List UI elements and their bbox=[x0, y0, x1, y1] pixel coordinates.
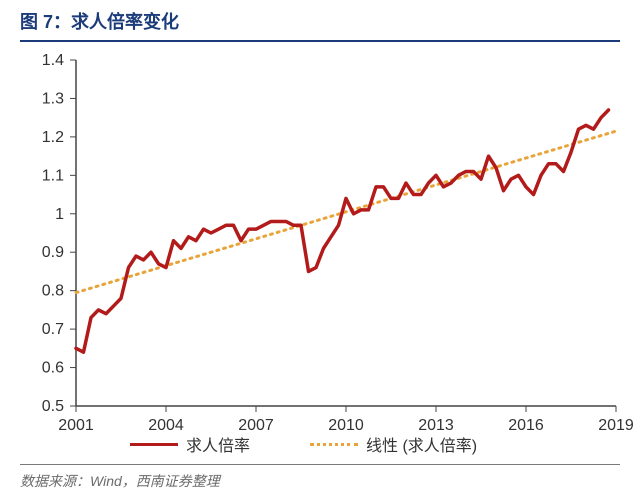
chart-plot: 0.50.60.70.80.911.11.21.31.4200120042007… bbox=[0, 0, 640, 436]
figure-container: 图 7：求人倍率变化 0.50.60.70.80.911.11.21.31.42… bbox=[0, 0, 640, 503]
svg-text:0.9: 0.9 bbox=[42, 244, 64, 261]
legend-swatch-trend bbox=[310, 443, 358, 446]
chart-legend: 求人倍率 线性 (求人倍率) bbox=[130, 432, 477, 456]
svg-text:1.2: 1.2 bbox=[42, 129, 64, 146]
svg-text:0.6: 0.6 bbox=[42, 360, 64, 377]
legend-label-trend: 线性 (求人倍率) bbox=[366, 432, 477, 456]
svg-text:2001: 2001 bbox=[58, 417, 94, 434]
svg-text:0.7: 0.7 bbox=[42, 321, 64, 338]
svg-text:2019: 2019 bbox=[598, 417, 634, 434]
legend-swatch-main bbox=[130, 443, 178, 446]
svg-text:1.3: 1.3 bbox=[42, 90, 64, 107]
figure-source: 数据来源：Wind，西南证券整理 bbox=[20, 464, 620, 491]
svg-text:0.8: 0.8 bbox=[42, 283, 64, 300]
legend-item-trend: 线性 (求人倍率) bbox=[310, 432, 477, 456]
legend-label-main: 求人倍率 bbox=[186, 432, 250, 456]
svg-text:1.4: 1.4 bbox=[42, 52, 64, 69]
svg-text:1: 1 bbox=[55, 206, 64, 223]
svg-text:1.1: 1.1 bbox=[42, 167, 64, 184]
svg-text:0.5: 0.5 bbox=[42, 398, 64, 415]
svg-text:2016: 2016 bbox=[508, 417, 544, 434]
figure-source-text: 数据来源：Wind，西南证券整理 bbox=[20, 473, 220, 489]
legend-item-main: 求人倍率 bbox=[130, 432, 250, 456]
